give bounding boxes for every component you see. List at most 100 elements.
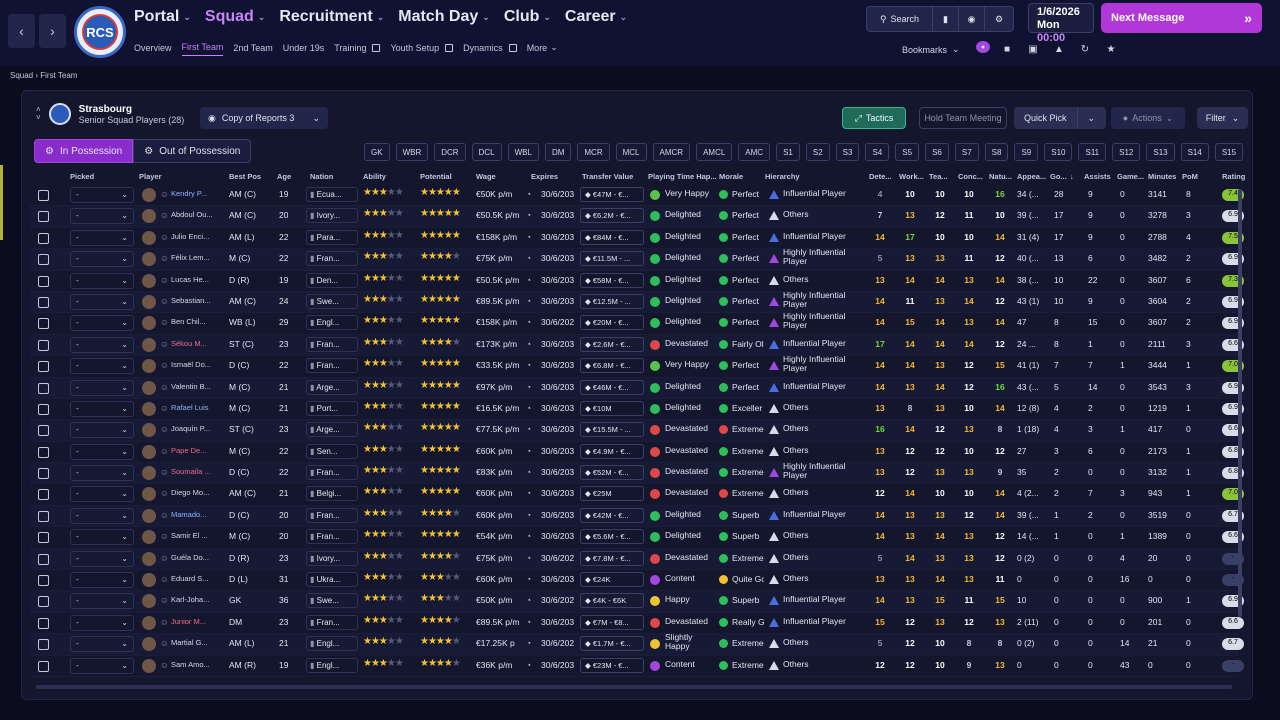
picked-dropdown[interactable]: - ⌄ (70, 636, 134, 653)
column-header[interactable]: Transfer Value (582, 172, 634, 181)
nation[interactable]: ▮ Engl... (306, 315, 358, 331)
horizontal-scrollbar[interactable] (36, 685, 1232, 689)
column-header[interactable]: Playing Time Hap... (648, 172, 717, 181)
subnav-training[interactable]: Training (334, 42, 381, 56)
transfer-value[interactable]: ◆ €10M (580, 400, 644, 416)
table-row[interactable]: - ⌄ ☺ Valentin B... M (C) 21 ▮ Arge... ★★★★★ ★★★… (30, 377, 1244, 399)
position-filter-gk[interactable]: GK (364, 143, 390, 161)
table-row[interactable]: - ⌄ ☺ Junior M... DM 23 ▮ Fran... ★★★★★ ★★★★★ €89… (30, 613, 1244, 635)
column-header[interactable]: Go... (1050, 172, 1067, 181)
nation[interactable]: ▮ Den... (306, 272, 358, 288)
row-checkbox[interactable] (38, 532, 49, 544)
table-row[interactable]: - ⌄ ☺ Lucas He... D (R) 19 ▮ Den... ★★★★★ ★★★★★ €… (30, 271, 1244, 292)
forward-button[interactable]: › (39, 14, 66, 48)
nav-club[interactable]: Club ⌄ (504, 8, 551, 26)
refresh-icon[interactable]: ↻ (1080, 43, 1090, 55)
trophy-icon[interactable]: ★ (1106, 43, 1116, 55)
picked-dropdown[interactable]: - ⌄ (70, 336, 134, 353)
player-avatar[interactable] (142, 508, 156, 523)
picked-dropdown[interactable]: - ⌄ (70, 251, 134, 268)
column-header[interactable]: Best Pos (229, 172, 262, 181)
row-checkbox[interactable] (38, 254, 49, 266)
position-filter-s6[interactable]: S6 (925, 143, 949, 161)
player-name[interactable]: Ismaël Do... (171, 360, 212, 370)
subnav-dynamics[interactable]: Dynamics (463, 42, 517, 56)
picked-dropdown[interactable]: - ⌄ (70, 614, 134, 631)
vertical-scrollbar[interactable] (1238, 189, 1242, 617)
chat-icon[interactable]: ● (976, 41, 990, 53)
transfer-value[interactable]: ◆ €6.2M - €... (580, 208, 644, 224)
bookmarks-dropdown[interactable]: Bookmarks ⌄ (902, 44, 960, 55)
player-name[interactable]: Diego Mo... (171, 488, 210, 498)
column-header[interactable]: Ability (363, 172, 386, 181)
table-row[interactable]: - ⌄ ☺ Ben Chil... WB (L) 29 ▮ Engl... ★★★★★ ★★★★… (30, 312, 1244, 335)
player-avatar[interactable] (142, 466, 156, 481)
column-header[interactable]: Natu... (989, 172, 1012, 181)
table-row[interactable]: - ⌄ ☺ Pape De... M (C) 22 ▮ Sen... ★★★★★ ★★★★★ €6… (30, 442, 1244, 464)
player-avatar[interactable] (142, 530, 156, 545)
picked-dropdown[interactable]: - ⌄ (70, 486, 134, 503)
position-filter-s11[interactable]: S11 (1078, 143, 1107, 161)
back-button[interactable]: ‹ (8, 14, 35, 48)
player-name[interactable]: Sebastian... (171, 295, 211, 305)
table-row[interactable]: - ⌄ ☺ Guéla Do... D (R) 23 ▮ Ivory... ★★★★★ ★★★★… (30, 548, 1244, 571)
column-header[interactable]: Game... (1117, 172, 1145, 181)
settings-button[interactable]: ⚙ (985, 7, 1013, 31)
transfer-value[interactable]: ◆ €11.5M - ... (580, 251, 644, 267)
player-name[interactable]: Julio Enci... (171, 231, 210, 241)
row-checkbox[interactable] (38, 339, 49, 351)
subnav-youth-setup[interactable]: Youth Setup (390, 42, 454, 56)
player-avatar[interactable] (142, 658, 156, 673)
player-name[interactable]: Kendry P... (171, 189, 208, 198)
view-selector[interactable]: ◉ Copy of Reports 3 ⌄ (200, 107, 328, 129)
nav-match-day[interactable]: Match Day ⌄ (398, 8, 490, 26)
picked-dropdown[interactable]: - ⌄ (70, 229, 134, 246)
column-header[interactable]: Morale (719, 172, 744, 181)
position-filter-s13[interactable]: S13 (1146, 143, 1175, 161)
player-name[interactable]: Junior M... (171, 616, 207, 626)
player-name[interactable]: Sékou M... (171, 338, 207, 348)
transfer-value[interactable]: ◆ €2.6M - €... (580, 336, 644, 352)
transfer-value[interactable]: ◆ €7M - €8... (580, 614, 644, 630)
transfer-value[interactable]: ◆ €5.6M - €... (580, 529, 644, 545)
row-checkbox[interactable] (38, 211, 49, 223)
row-checkbox[interactable] (38, 403, 49, 415)
position-filter-s1[interactable]: S1 (776, 143, 800, 161)
column-header[interactable]: Age (277, 172, 292, 181)
row-checkbox[interactable] (38, 553, 49, 565)
nation[interactable]: ▮ Fran... (306, 465, 358, 481)
column-header[interactable]: Conc... (958, 172, 984, 181)
column-header[interactable]: Potential (420, 172, 452, 181)
column-header[interactable]: Assists (1084, 172, 1111, 181)
nation[interactable]: ▮ Swe... (306, 293, 358, 309)
player-avatar[interactable] (142, 594, 156, 609)
nav-portal[interactable]: Portal ⌄ (134, 8, 191, 26)
hierarchy-icon[interactable]: ▲ (1054, 43, 1064, 55)
position-filter-amcr[interactable]: AMCR (652, 143, 691, 161)
player-name[interactable]: Abdoul Ou... (171, 210, 213, 220)
table-row[interactable]: - ⌄ ☺ Mamado... D (C) 20 ▮ Fran... ★★★★★ ★★★★★ €6… (30, 505, 1244, 528)
transfer-value[interactable]: ◆ €58M - €... (580, 272, 644, 288)
nation[interactable]: ▮ Ukra... (306, 572, 358, 588)
bookmark-button[interactable]: ▮ (933, 7, 959, 31)
column-header[interactable]: Minutes (1148, 172, 1177, 181)
player-avatar[interactable] (142, 316, 156, 331)
picked-dropdown[interactable]: - ⌄ (70, 593, 134, 610)
transfer-value[interactable]: ◆ €52M - €... (580, 465, 644, 481)
picked-dropdown[interactable]: - ⌄ (70, 550, 134, 567)
position-filter-s15[interactable]: S15 (1214, 143, 1244, 161)
transfer-value[interactable]: ◆ €46M - €... (580, 379, 644, 395)
picked-dropdown[interactable]: - ⌄ (70, 358, 134, 375)
nation[interactable]: ▮ Fran... (306, 251, 358, 267)
player-avatar[interactable] (142, 209, 156, 224)
picked-dropdown[interactable]: - ⌄ (70, 187, 134, 203)
nation[interactable]: ▮ Engl... (306, 657, 358, 673)
column-header[interactable]: Dete... (869, 172, 892, 181)
subnav-2nd-team[interactable]: 2nd Team (233, 42, 272, 56)
transfer-value[interactable]: ◆ €42M - €... (580, 507, 644, 523)
nation[interactable]: ▮ Arge... (306, 379, 358, 395)
row-checkbox[interactable] (38, 660, 49, 672)
nation[interactable]: ▮ Swe... (306, 593, 358, 609)
picked-dropdown[interactable]: - ⌄ (70, 657, 134, 674)
row-checkbox[interactable] (38, 489, 49, 501)
